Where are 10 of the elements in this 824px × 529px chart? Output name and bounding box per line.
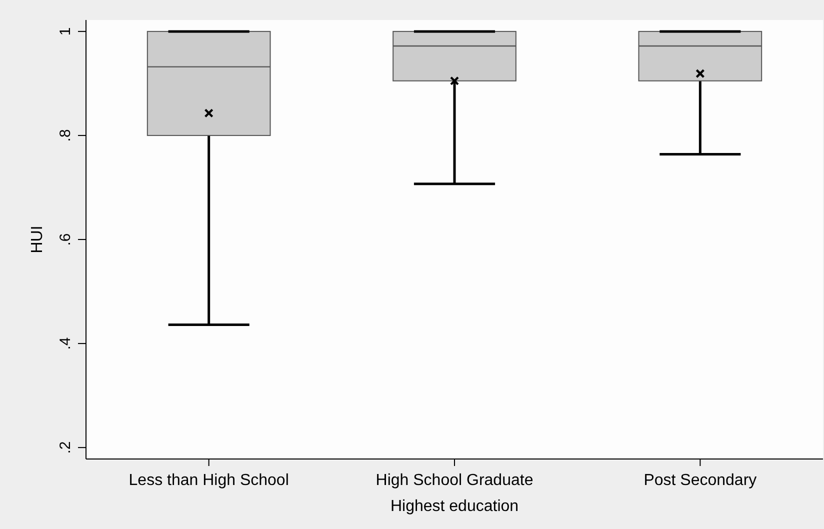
- y-tick-label: .6: [57, 233, 74, 246]
- y-tick-label: .8: [57, 129, 74, 142]
- x-tick-label: High School Graduate: [376, 472, 534, 489]
- x-tick-label: Post Secondary: [644, 472, 757, 489]
- x-axis-title: Highest education: [390, 498, 519, 515]
- y-tick-label: 1: [57, 27, 74, 36]
- x-tick-label: Less than High School: [128, 472, 289, 489]
- y-tick-label: .2: [57, 441, 74, 454]
- y-axis-title: HUI: [29, 226, 46, 254]
- y-tick-label: .4: [57, 337, 74, 350]
